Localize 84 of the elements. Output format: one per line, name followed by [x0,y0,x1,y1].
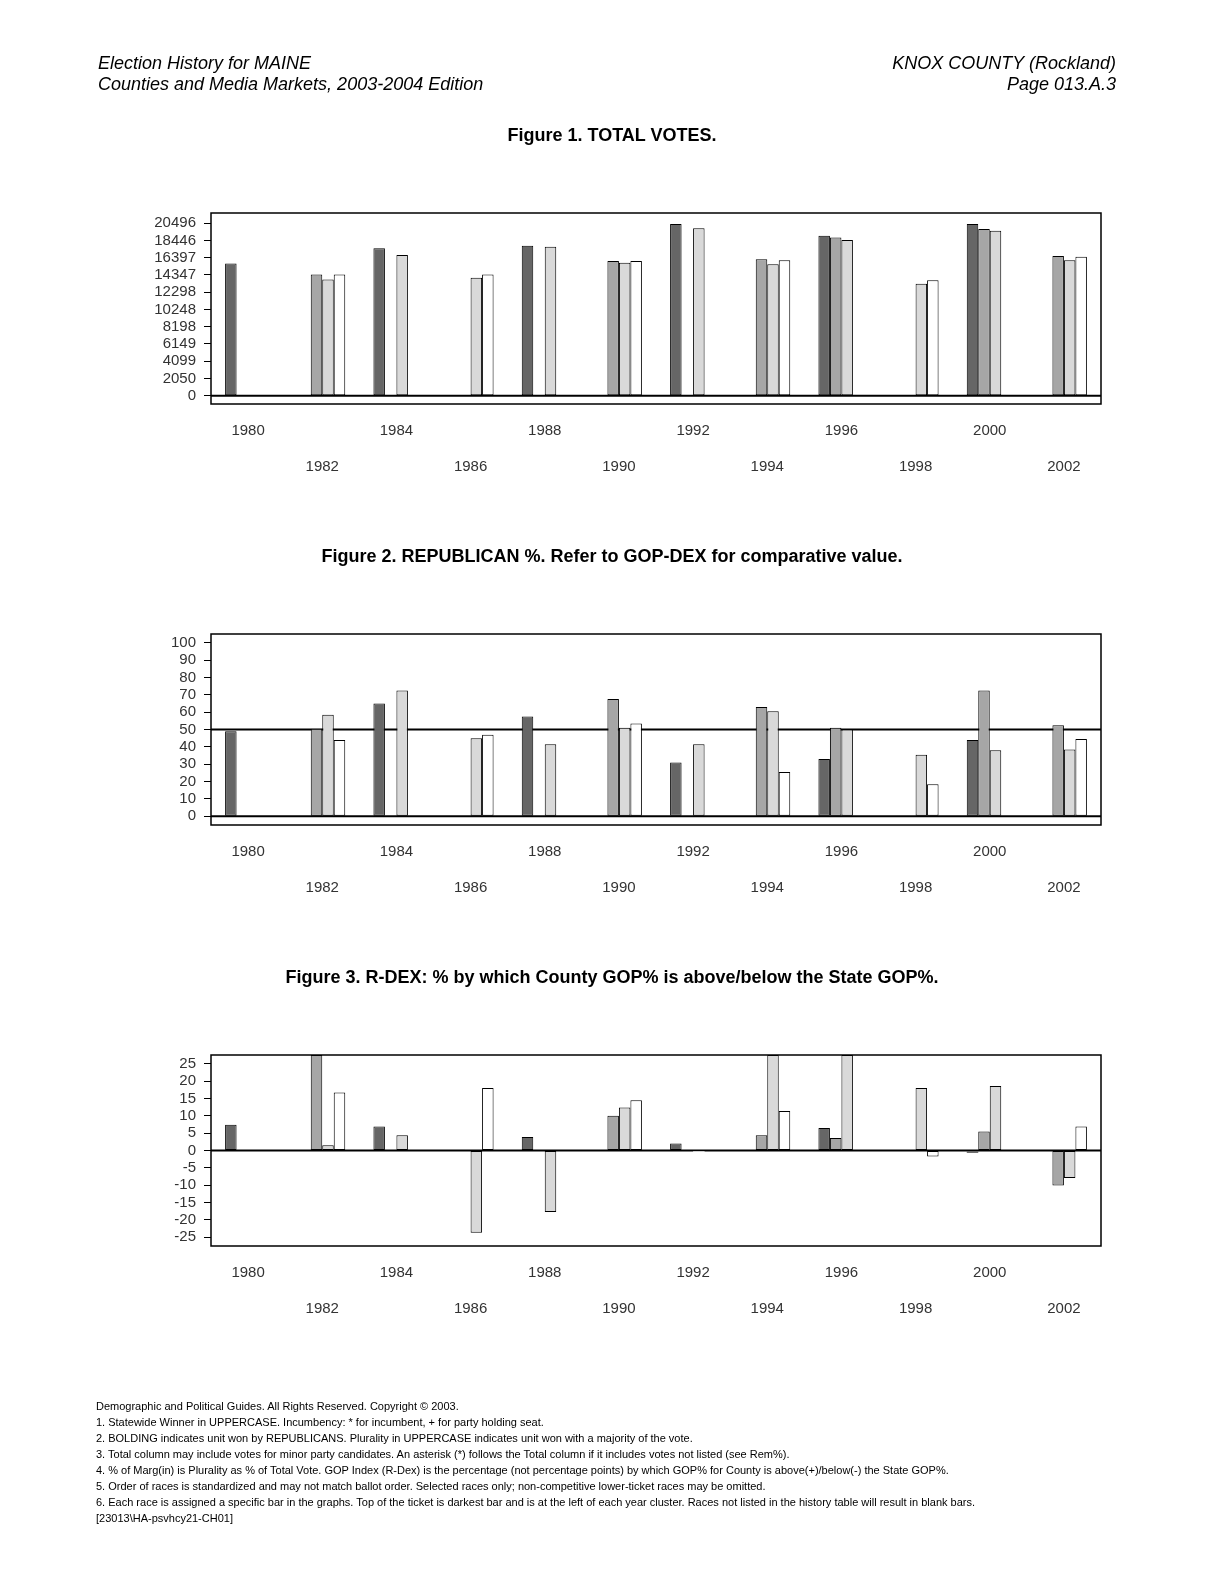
x-tick-label: 1998 [898,457,933,475]
x-tick-label: 1992 [676,1263,710,1281]
y-tick-label: -20 [174,1210,196,1228]
y-tick-label: -10 [174,1175,196,1193]
text: 3. Total column may include votes for minor party candidates. An asterisk (*) follows the Total column if it includes votes not listed (see Rem%). [96,1447,791,1462]
x-tick-label: 1986 [453,1299,488,1317]
y-tick-label: -5 [182,1158,196,1175]
text: 6. Each race is assigned a specific bar in the graphs. Top of the ticket is darkest bar and is at the left of each year cluster. Races not listed in the history table will result in blank bars. [96,1495,977,1510]
x-tick-label: 1992 [676,842,710,860]
y-tick-label: 18446 [154,230,196,248]
y-tick-label: 60 [179,702,196,720]
x-tick-label: 1988 [528,1263,562,1281]
x-tick-label: 1982 [305,457,339,475]
x-tick-label: 1984 [379,1263,414,1281]
y-tick-label: 20 [179,1071,196,1089]
y-tick-label: 6149 [162,334,196,352]
x-tick-label: 1982 [305,878,339,896]
x-tick-label: 2000 [973,1263,1007,1281]
y-tick-label: 8198 [162,316,196,334]
chart-title: Figure 3. R-DEX: % by which County GOP% is above/below the State GOP%. [284,967,940,988]
y-tick-label: 5 [187,1123,196,1141]
text: 4. % of Marg(in) is Plurality as % of Total Vote. GOP Index (R-Dex) is the percentage (not percentage points) by which GOP% for County is above(+)/below(-) the State GOP%. [96,1463,950,1478]
text: Counties and Media Markets, 2003-2004 Edition [98,74,484,95]
x-tick-label: 1980 [231,421,265,439]
y-tick-label: 70 [179,684,196,702]
x-tick-label: 1980 [231,1263,265,1281]
y-tick-label: 15 [179,1088,196,1106]
x-tick-label: 1984 [379,842,414,860]
y-tick-label: 10 [179,789,196,807]
text: 1. Statewide Winner in UPPERCASE. Incumbency: * for incumbent, + for party holding seat. [96,1415,545,1430]
x-tick-label: 1996 [824,421,859,439]
x-tick-label: 2002 [1047,878,1081,896]
y-tick-label: 12298 [154,282,196,300]
x-tick-label: 2002 [1047,457,1081,475]
chart-title: Figure 2. REPUBLICAN %. Refer to GOP-DEX for comparative value. [320,546,904,567]
x-tick-label: 2000 [973,842,1007,860]
y-tick-label: 25 [179,1053,196,1071]
x-tick-label: 1994 [750,1299,784,1317]
y-tick-label: 2050 [162,368,196,386]
y-tick-label: 16397 [154,247,196,265]
text: Demographic and Political Guides. All Rights Reserved. Copyright © 2003. [96,1399,460,1414]
y-tick-label: 10248 [154,299,196,317]
x-tick-label: 1986 [453,878,488,896]
y-tick-label: 20496 [154,213,196,231]
x-tick-label: 2000 [973,421,1007,439]
x-tick-label: 1996 [824,842,859,860]
x-tick-label: 1998 [898,878,933,896]
y-tick-label: 10 [179,1105,196,1123]
x-tick-label: 1998 [898,1299,933,1317]
x-tick-label: 1996 [824,1263,859,1281]
text: 5. Order of races is standardized and may not match ballot order. Selected races only; non-competitive lower-ticket races may be omitted. [96,1479,767,1494]
text: Election History for MAINE [98,53,313,74]
y-tick-label: 0 [187,385,196,403]
y-tick-label: 0 [187,1140,196,1158]
y-tick-label: 90 [179,650,196,668]
y-tick-label: -15 [174,1192,196,1210]
text: KNOX COUNTY (Rockland) [892,53,1116,74]
x-tick-label: 1994 [750,878,784,896]
text: Page 013.A.3 [1005,74,1116,95]
y-tick-label: 100 [170,632,196,650]
x-tick-label: 2002 [1047,1299,1081,1317]
x-tick-label: 1982 [305,1299,339,1317]
y-tick-label: 0 [187,806,196,824]
x-tick-label: 1988 [528,842,562,860]
x-tick-label: 1990 [602,1299,636,1317]
y-tick-label: 20 [179,771,196,789]
x-tick-label: 1992 [676,421,710,439]
x-tick-label: 1988 [528,421,562,439]
text: 2. BOLDING indicates unit won by REPUBLICANS. Plurality in UPPERCASE indicates unit won with a majority of the vote. [96,1431,694,1446]
y-tick-label: -25 [174,1227,196,1245]
y-tick-label: 14347 [154,265,196,283]
x-tick-label: 1990 [602,878,636,896]
y-tick-label: 80 [179,667,196,685]
y-tick-label: 50 [179,719,196,737]
x-tick-label: 1986 [453,457,488,475]
y-tick-label: 40 [179,737,196,754]
chart-title: Figure 1. TOTAL VOTES. [506,125,718,146]
y-tick-label: 4099 [162,351,196,369]
x-tick-label: 1984 [379,421,414,439]
x-tick-label: 1994 [750,457,784,475]
x-tick-label: 1980 [231,842,265,860]
x-tick-label: 1990 [602,457,636,475]
text: [23013\HA-psvhcy21-CH01] [96,1511,234,1526]
y-tick-label: 30 [179,754,196,772]
